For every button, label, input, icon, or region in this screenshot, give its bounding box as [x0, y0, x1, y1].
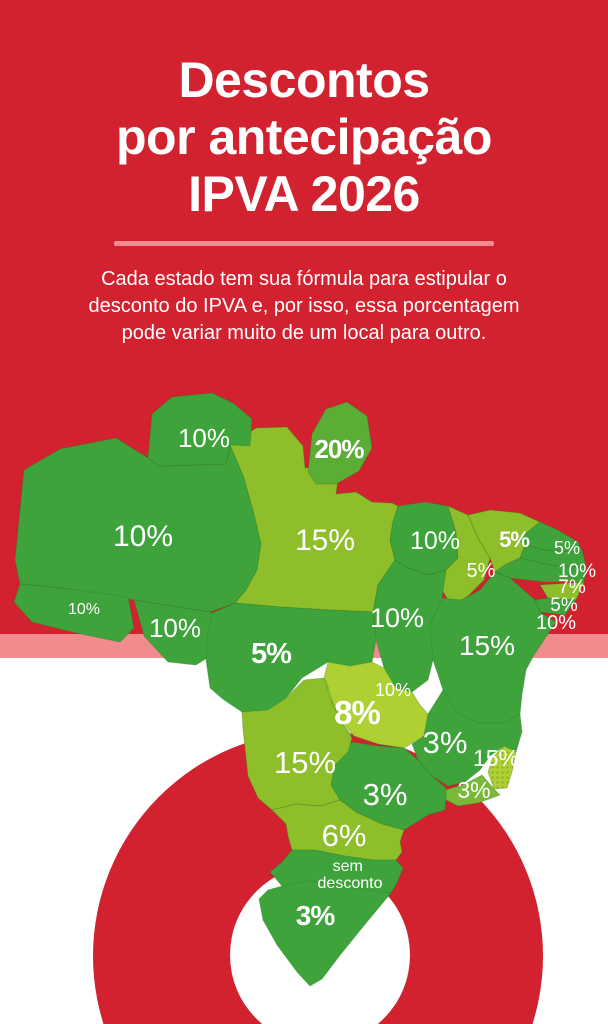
state-ba-label: 15%	[459, 630, 515, 661]
state-sc-shape	[269, 849, 404, 894]
state-to-label: 10%	[370, 603, 424, 633]
state-df-label: 10%	[375, 680, 411, 700]
state-pb-label: 10%	[558, 561, 596, 582]
state-ap-shape	[307, 401, 373, 485]
state-es-label: 15%	[473, 745, 519, 771]
header: Descontos por antecipação IPVA 2026 Cada…	[0, 0, 608, 347]
state-ro-label: 10%	[149, 613, 201, 643]
page-title: Descontos por antecipação IPVA 2026	[0, 52, 608, 223]
state-am-label: 10%	[113, 520, 173, 553]
title-line-3: IPVA 2026	[188, 166, 420, 222]
title-line-1: Descontos	[178, 52, 430, 108]
state-se-shape	[534, 597, 577, 616]
state-sc-label: sem desconto	[318, 858, 383, 892]
state-pr-shape	[271, 799, 405, 861]
state-pe-label: 7%	[558, 577, 586, 598]
state-ms-label: 15%	[274, 745, 336, 780]
title-underline	[114, 241, 494, 246]
state-rj-shape	[444, 774, 501, 807]
state-ce-label: 5%	[499, 527, 529, 552]
state-go-label: 8%	[334, 694, 380, 731]
state-rs-shape	[258, 880, 392, 987]
state-mt-shape	[205, 602, 377, 713]
state-ap-label: 20%	[314, 434, 364, 464]
state-rs-label: 3%	[296, 900, 336, 931]
state-to-shape	[372, 559, 447, 693]
state-rn-label: 5%	[554, 538, 580, 558]
title-line-2: por antecipação	[116, 109, 492, 165]
state-es-shape	[487, 745, 517, 790]
state-rj-label: 3%	[457, 777, 490, 803]
state-se-label: 10%	[536, 612, 576, 634]
state-mg-label: 3%	[423, 725, 468, 760]
state-ms-shape	[241, 677, 353, 811]
state-ac-label: 10%	[68, 601, 100, 618]
state-pr-label: 6%	[322, 818, 367, 853]
subtitle: Cada estado tem sua fórmula para estipul…	[88, 268, 520, 344]
state-pi-label: 5%	[467, 560, 496, 582]
state-sp-label: 3%	[363, 777, 408, 812]
state-ma-label: 10%	[410, 527, 460, 555]
state-rr-shape	[147, 392, 253, 467]
state-ac-shape	[13, 583, 135, 643]
state-pa-label: 15%	[295, 524, 355, 557]
state-mt-label: 5%	[251, 638, 292, 670]
state-rr-label: 10%	[178, 423, 230, 453]
state-ba-shape	[429, 571, 557, 724]
state-al-label: 5%	[550, 595, 578, 616]
state-rn-shape	[517, 521, 584, 554]
